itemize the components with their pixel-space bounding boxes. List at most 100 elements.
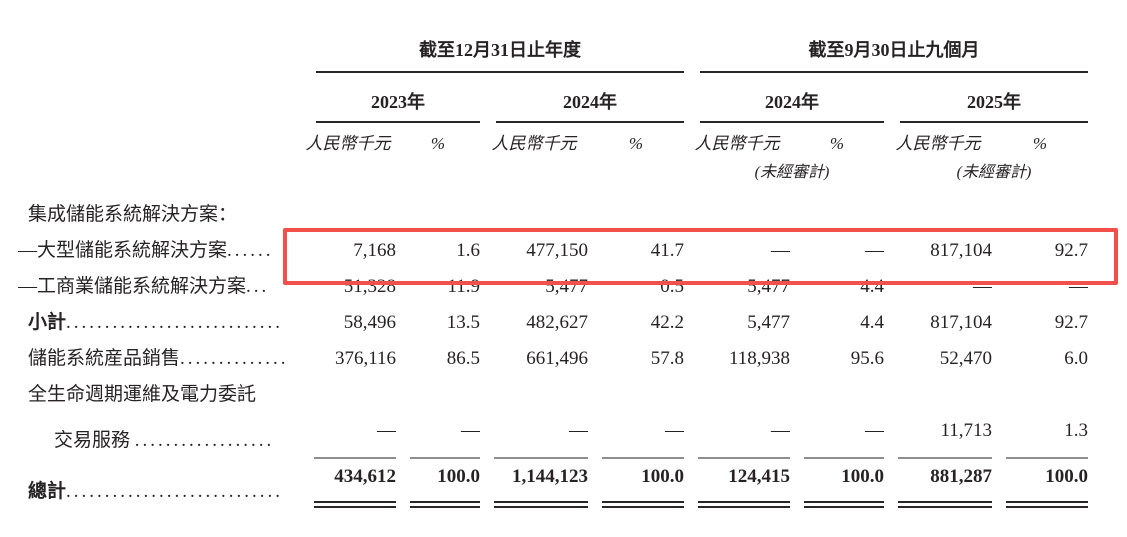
amount-cell: — bbox=[314, 413, 396, 459]
unaudited-note: (未經審計) bbox=[754, 164, 830, 181]
percent-cell: 4.4 bbox=[860, 312, 884, 333]
amount-cell: — bbox=[698, 413, 790, 459]
row-label: —工商業儲能系統解決方案... bbox=[18, 269, 300, 305]
amount-cell: 482,627 bbox=[526, 312, 588, 333]
percent-cell: 1.6 bbox=[456, 240, 480, 261]
row-label-text: 小計 bbox=[28, 312, 67, 333]
percent-cell: — bbox=[865, 240, 884, 261]
percent-cell: 100.0 bbox=[804, 461, 884, 508]
percent-cell: 42.2 bbox=[650, 312, 684, 333]
empty-cell bbox=[992, 197, 1088, 233]
row-label-text: —工商業儲能系統解決方案 bbox=[18, 276, 247, 297]
empty-cell bbox=[884, 197, 992, 233]
empty-cell bbox=[588, 377, 684, 413]
amount-cell: 5,477 bbox=[545, 276, 588, 297]
percent-cell: 13.5 bbox=[446, 312, 480, 333]
percent-cell: — bbox=[602, 413, 684, 459]
row-label: 儲能系統産品銷售.............. bbox=[28, 341, 300, 377]
amount-cell: 5,477 bbox=[747, 312, 790, 333]
percent-cell: 1.3 bbox=[1006, 413, 1088, 459]
row-label-text: —大型儲能系統解決方案 bbox=[18, 240, 228, 261]
percent-cell: 4.4 bbox=[860, 276, 884, 297]
empty-cell bbox=[396, 377, 480, 413]
unaudited-note: (未經審計) bbox=[956, 164, 1032, 181]
percent-cell: 6.0 bbox=[1064, 348, 1088, 369]
row-label-text: 儲能系統産品銷售 bbox=[28, 348, 181, 369]
empty-cell bbox=[300, 161, 684, 185]
amount-cell: 51,328 bbox=[343, 276, 396, 297]
row-label-text: 交易服務 bbox=[54, 430, 135, 451]
unit-header: 人民幣千元 bbox=[694, 134, 780, 153]
year-header-2023: 2023年 bbox=[316, 73, 480, 123]
empty-cell bbox=[790, 377, 884, 413]
year-header-2024-9m: 2024年 bbox=[700, 73, 884, 123]
year-header-row: 2023年 2024年 2024年 2025年 bbox=[28, 73, 1104, 123]
empty-cell bbox=[790, 197, 884, 233]
revenue-breakdown-table: 截至12月31日止年度 截至9月30日止九個月 2023年 2024年 2024… bbox=[18, 0, 1104, 508]
row-label-text: 集成儲能系統解決方案： bbox=[28, 204, 238, 225]
period-header-row: 截至12月31日止年度 截至9月30日止九個月 bbox=[28, 0, 1104, 73]
table-body: 集成儲能系統解決方案： —大型儲能系統解決方案...... 7,168 1.6 … bbox=[18, 197, 1104, 508]
amount-cell: 817,104 bbox=[930, 312, 992, 333]
empty-cell bbox=[884, 377, 992, 413]
amount-cell: 118,938 bbox=[728, 348, 790, 369]
percent-cell: 95.6 bbox=[850, 348, 884, 369]
amount-cell: — bbox=[771, 240, 790, 261]
percent-cell: 100.0 bbox=[602, 461, 684, 508]
leader-dots: .................. bbox=[134, 430, 275, 451]
row-label: 全生命週期運維及電力委託 bbox=[28, 377, 300, 413]
leader-dots: ............................ bbox=[66, 481, 284, 502]
percent-cell: — bbox=[804, 413, 884, 459]
empty-cell bbox=[300, 197, 396, 233]
unaudited-note-row: (未經審計) (未經審計) bbox=[28, 156, 1104, 185]
percent-cell: 57.8 bbox=[650, 348, 684, 369]
amount-cell: 477,150 bbox=[526, 240, 588, 261]
percent-cell: 86.5 bbox=[446, 348, 480, 369]
empty-cell bbox=[588, 197, 684, 233]
table-row-total: 總計............................ 434,612 1… bbox=[28, 461, 1104, 508]
percent-cell: 100.0 bbox=[410, 461, 480, 508]
year-header-2025-9m: 2025年 bbox=[900, 73, 1088, 123]
amount-cell: 881,287 bbox=[898, 461, 992, 508]
percent-cell: 11.9 bbox=[447, 276, 480, 297]
empty-cell bbox=[684, 377, 790, 413]
leader-dots: ... bbox=[246, 276, 270, 297]
unit-header: 人民幣千元 bbox=[305, 134, 391, 153]
row-label: 總計............................ bbox=[28, 476, 300, 508]
row-label: 集成儲能系統解決方案： bbox=[28, 197, 300, 233]
table-row-lifecycle-services-line1: 全生命週期運維及電力委託 bbox=[28, 377, 1104, 413]
percent-cell: — bbox=[1069, 276, 1088, 297]
empty-cell bbox=[480, 197, 588, 233]
leader-dots: ............................ bbox=[66, 312, 284, 333]
empty-cell bbox=[480, 377, 588, 413]
percent-cell: 100.0 bbox=[1006, 461, 1088, 508]
table-row-large-scale-solutions: —大型儲能系統解決方案...... 7,168 1.6 477,150 41.7… bbox=[18, 233, 1104, 269]
amount-cell: 5,477 bbox=[747, 276, 790, 297]
empty-cell bbox=[396, 197, 480, 233]
amount-cell: 1,144,123 bbox=[494, 461, 588, 508]
row-label: —大型儲能系統解決方案...... bbox=[18, 233, 300, 269]
percent-cell: 41.7 bbox=[650, 240, 684, 261]
empty-cell bbox=[28, 161, 300, 185]
amount-cell: 434,612 bbox=[314, 461, 396, 508]
amount-cell: 817,104 bbox=[930, 240, 992, 261]
amount-cell: — bbox=[494, 413, 588, 459]
amount-cell: 52,470 bbox=[939, 348, 992, 369]
percent-header: % bbox=[430, 134, 446, 153]
unit-header: 人民幣千元 bbox=[491, 134, 577, 153]
row-label-text: 全生命週期運維及電力委託 bbox=[28, 384, 257, 405]
percent-cell: 92.7 bbox=[1054, 240, 1088, 261]
amount-cell: 376,116 bbox=[334, 348, 396, 369]
table-row-product-sales: 儲能系統産品銷售.............. 376,116 86.5 661,… bbox=[28, 341, 1104, 377]
unit-header-row: 人民幣千元 % 人民幣千元 % 人民幣千元 % 人民幣千元 % bbox=[28, 123, 1104, 156]
amount-cell: — bbox=[973, 276, 992, 297]
leader-dots: .............. bbox=[180, 348, 289, 369]
amount-cell: 124,415 bbox=[698, 461, 790, 508]
amount-cell: 7,168 bbox=[353, 240, 396, 261]
leader-dots: ...... bbox=[227, 240, 274, 261]
row-label-text: 總計 bbox=[28, 481, 67, 502]
percent-cell: 92.7 bbox=[1054, 312, 1088, 333]
amount-cell: 58,496 bbox=[343, 312, 396, 333]
percent-header: % bbox=[829, 134, 845, 153]
period-header-year-ended: 截至12月31日止年度 bbox=[316, 36, 684, 73]
